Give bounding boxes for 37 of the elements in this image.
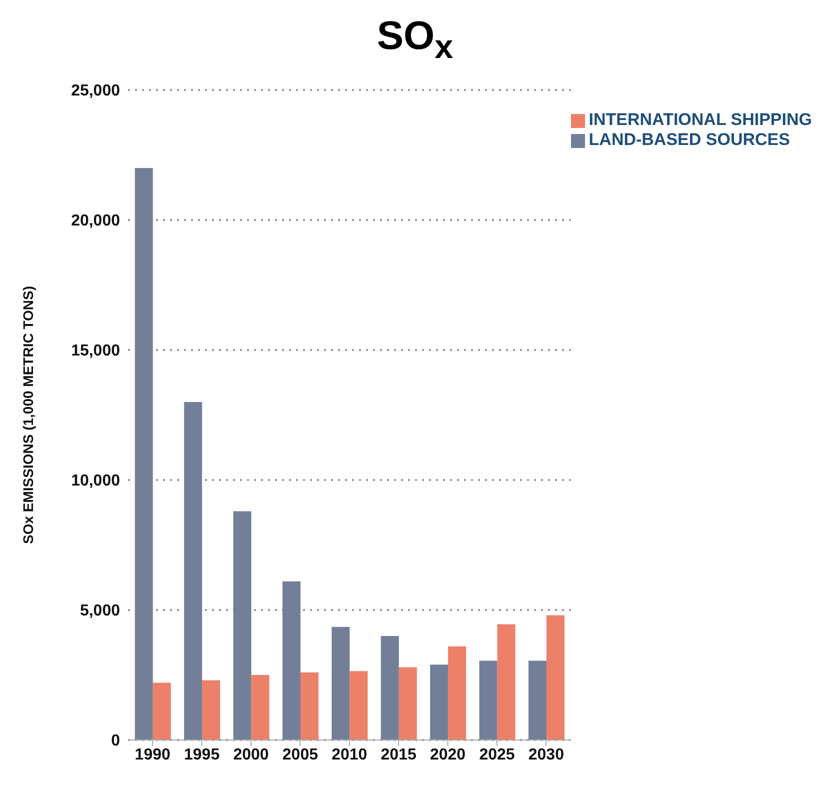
bar (479, 660, 498, 740)
chart-title: SO$_{x}$ (376, 13, 454, 68)
y-tick-label: 5,000 (80, 602, 120, 620)
bar (233, 511, 252, 740)
bar (430, 664, 448, 740)
bar (152, 682, 171, 740)
bar (202, 680, 220, 740)
y-tick-label: 10,000 (71, 472, 120, 490)
x-tick-label: 1995 (184, 746, 220, 764)
bar (448, 646, 466, 740)
bar (282, 581, 300, 740)
y-tick-label: 25,000 (71, 82, 120, 100)
y-tick-label: 20,000 (71, 212, 120, 230)
x-tick-label: 2025 (479, 746, 515, 764)
bar (184, 402, 202, 740)
legend-label: LAND-BASED SOURCES (588, 130, 790, 149)
x-tick-label: 2015 (380, 746, 416, 764)
bar (350, 671, 368, 740)
x-tick-label: 2005 (282, 746, 318, 764)
bar (546, 615, 564, 740)
bar (497, 624, 516, 740)
y-tick-label: 15,000 (71, 342, 120, 360)
bar (300, 672, 318, 740)
x-tick-label: 2010 (332, 746, 368, 764)
y-axis-title: SOx EMISSIONS (1,000 METRIC TONS) (20, 286, 36, 544)
legend-label: INTERNATIONAL SHIPPING (588, 110, 812, 129)
bar (332, 626, 350, 740)
bar (380, 636, 399, 740)
bar (528, 660, 546, 740)
bar (251, 675, 270, 740)
x-tick-label: 2000 (233, 746, 269, 764)
bar (398, 667, 417, 740)
x-tick-label: 2030 (528, 746, 564, 764)
y-tick-label: 0 (111, 732, 120, 750)
x-tick-label: 2020 (430, 746, 466, 764)
bar (134, 168, 153, 740)
x-tick-label: 1990 (134, 746, 170, 764)
